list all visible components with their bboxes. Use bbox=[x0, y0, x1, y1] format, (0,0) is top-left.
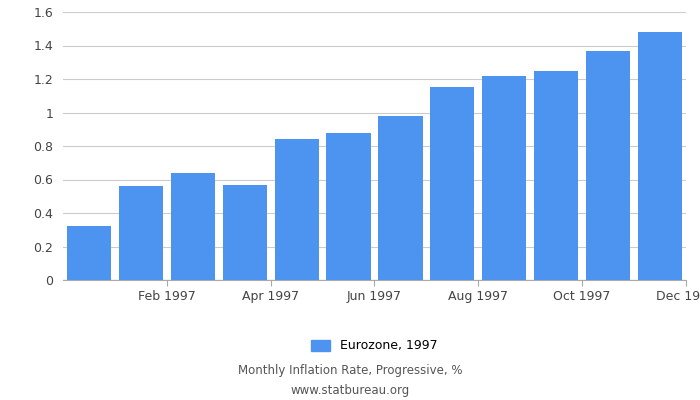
Bar bbox=[482, 76, 526, 280]
Bar bbox=[586, 50, 630, 280]
Bar bbox=[379, 116, 423, 280]
Bar bbox=[119, 186, 163, 280]
Text: Monthly Inflation Rate, Progressive, %: Monthly Inflation Rate, Progressive, % bbox=[238, 364, 462, 377]
Bar bbox=[430, 87, 475, 280]
Bar bbox=[638, 32, 682, 280]
Bar bbox=[223, 184, 267, 280]
Bar bbox=[67, 226, 111, 280]
Bar bbox=[534, 71, 578, 280]
Legend: Eurozone, 1997: Eurozone, 1997 bbox=[307, 334, 442, 358]
Bar bbox=[326, 132, 370, 280]
Bar bbox=[274, 139, 319, 280]
Bar bbox=[171, 173, 215, 280]
Text: www.statbureau.org: www.statbureau.org bbox=[290, 384, 410, 397]
